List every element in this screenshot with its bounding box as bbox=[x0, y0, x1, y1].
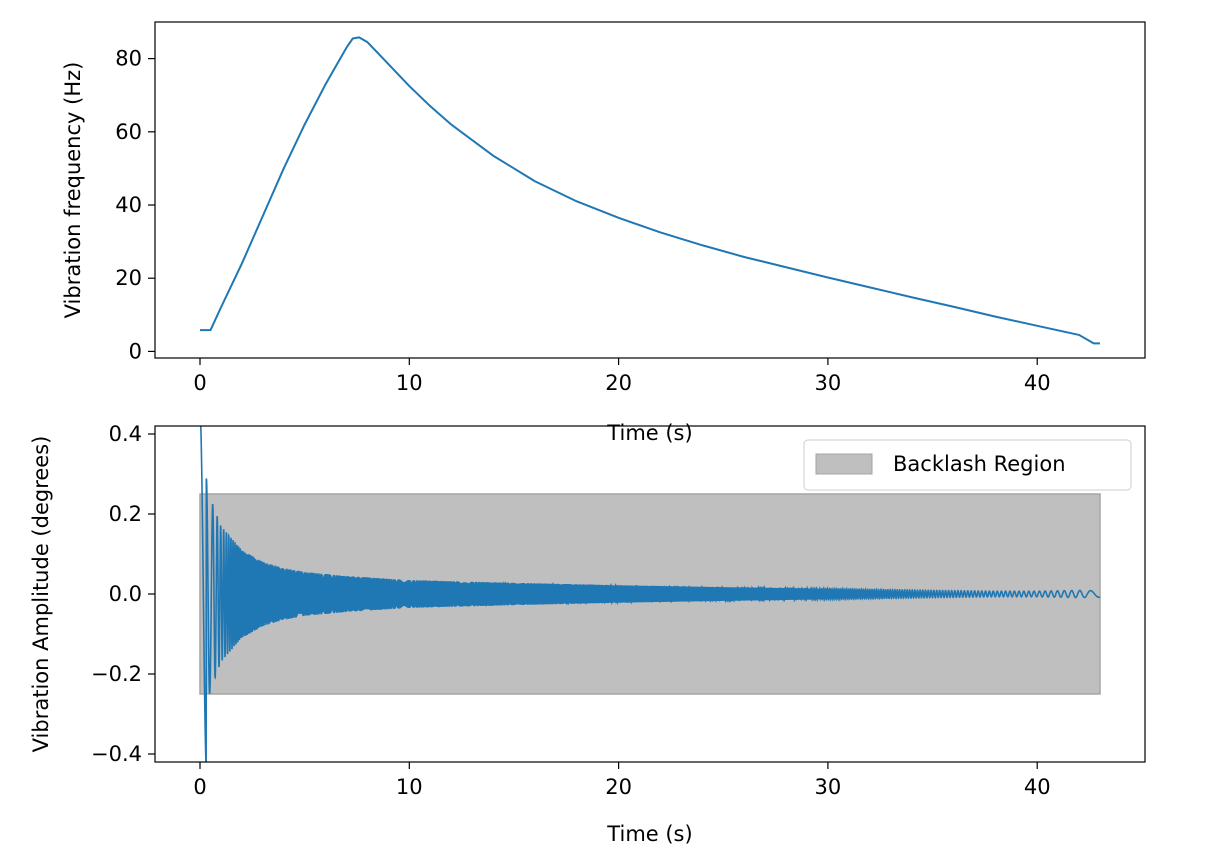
legend-box bbox=[803, 439, 1132, 491]
amplitude-x-ticks: 0 10 20 30 40 bbox=[193, 762, 1051, 799]
frequency-x-tick-label: 10 bbox=[396, 371, 423, 395]
frequency-x-axis-label: Time (s) bbox=[606, 421, 692, 445]
amplitude-y-tick-label: 0.2 bbox=[109, 502, 142, 526]
amplitude-y-axis-label: Vibration Amplitude (degrees) bbox=[29, 436, 53, 753]
amplitude-y-tick-label: −0.2 bbox=[91, 662, 142, 686]
frequency-x-tick-label: 20 bbox=[605, 371, 632, 395]
legend: Backlash Region bbox=[803, 439, 1132, 491]
frequency-chart: 0 10 20 30 40 0 20 40 60 80 Time (s) Vibration f… bbox=[61, 21, 1146, 445]
amplitude-x-axis-label: Time (s) bbox=[606, 822, 692, 846]
amplitude-y-tick-label: −0.4 bbox=[91, 742, 142, 766]
amplitude-series-line bbox=[199, 426, 1101, 762]
amplitude-x-tick-label: 10 bbox=[396, 775, 423, 799]
frequency-y-tick-label: 40 bbox=[115, 193, 142, 217]
legend-swatch-backlash bbox=[815, 453, 873, 475]
frequency-series-line bbox=[200, 36, 1100, 345]
frequency-y-tick-label: 80 bbox=[115, 47, 142, 71]
frequency-x-tick-label: 40 bbox=[1024, 371, 1051, 395]
frequency-y-tick-label: 60 bbox=[115, 120, 142, 144]
amplitude-chart: 0 10 20 30 40 −0.4 −0.2 0.0 0.2 0.4 Time (s) Vib… bbox=[29, 422, 1146, 846]
frequency-y-tick-label: 0 bbox=[129, 339, 142, 363]
amplitude-x-tick-label: 0 bbox=[193, 775, 206, 799]
amplitude-y-tick-label: 0.0 bbox=[109, 582, 142, 606]
frequency-x-tick-label: 0 bbox=[193, 371, 206, 395]
frequency-y-ticks: 0 20 40 60 80 bbox=[115, 47, 155, 363]
frequency-axes-frame bbox=[154, 21, 1146, 359]
amplitude-x-tick-label: 20 bbox=[605, 775, 632, 799]
frequency-plot-area bbox=[200, 36, 1100, 345]
amplitude-y-ticks: −0.4 −0.2 0.0 0.2 0.4 bbox=[91, 422, 155, 766]
amplitude-x-tick-label: 40 bbox=[1024, 775, 1051, 799]
legend-label-backlash: Backlash Region bbox=[893, 452, 1066, 476]
amplitude-y-tick-label: 0.4 bbox=[109, 422, 142, 446]
amplitude-plot-area bbox=[199, 426, 1101, 762]
frequency-y-axis-label: Vibration frequency (Hz) bbox=[61, 62, 85, 319]
frequency-x-tick-label: 30 bbox=[815, 371, 842, 395]
frequency-y-tick-label: 20 bbox=[115, 266, 142, 290]
amplitude-x-tick-label: 30 bbox=[815, 775, 842, 799]
frequency-x-ticks: 0 10 20 30 40 bbox=[193, 358, 1051, 395]
